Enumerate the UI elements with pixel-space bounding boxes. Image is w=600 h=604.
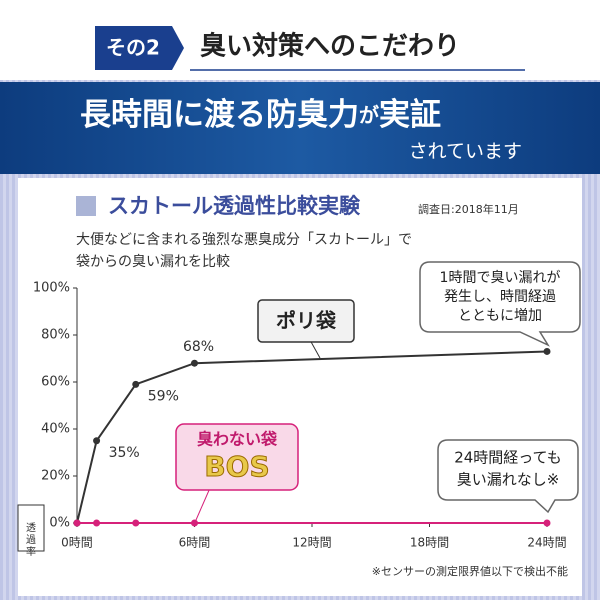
data-point: [73, 519, 81, 527]
y-tick-label: 80%: [41, 328, 70, 343]
description: 袋からの臭い漏れを比較: [76, 254, 230, 270]
header-title: 臭い対策へのこだわり: [200, 31, 460, 62]
series-label: ポリ袋: [276, 309, 337, 333]
callout-text: 発生し、時間経過: [444, 289, 556, 305]
badge: [95, 26, 184, 70]
y-axis-label-char: 透: [26, 522, 36, 534]
callout-bubble: [437, 439, 579, 514]
series-label: 臭わない袋: [197, 430, 278, 449]
series-label-box: [175, 423, 299, 491]
y-axis-label-char: 過: [26, 534, 36, 546]
data-point: [191, 519, 198, 527]
footnote: ※センサーの測定限界値以下で検出不能: [372, 564, 568, 578]
y-tick-label: 20%: [41, 469, 70, 484]
callout-leader: [195, 487, 211, 521]
x-tick-label: 24時間: [527, 536, 566, 550]
x-tick-label: 18時間: [410, 536, 449, 550]
y-axis-label-char: 率: [26, 545, 36, 558]
banner-particle: が: [359, 103, 379, 127]
data-point: [132, 519, 140, 527]
badge-text: その2: [106, 36, 160, 60]
callout-text: 1時間で臭い漏れが: [440, 270, 561, 286]
callout-text: 24時間経っても: [454, 449, 562, 467]
data-label: 35%: [109, 445, 140, 461]
y-tick-label: 0%: [49, 516, 70, 531]
data-point: [132, 380, 140, 388]
data-label: 68%: [183, 339, 214, 355]
panel: [18, 178, 582, 596]
y-axis-label: 透過率: [26, 522, 36, 558]
banner-main: 長時間に渡る防臭力が実証: [80, 97, 441, 133]
data-point: [543, 347, 551, 355]
data-point: [543, 519, 551, 527]
data-point: [191, 359, 198, 367]
callout-bubble: [419, 261, 581, 347]
data-label: 59%: [148, 388, 179, 404]
callout-text: とともに増加: [458, 308, 542, 324]
title-square: [76, 196, 96, 216]
x-tick-label: 0時間: [61, 536, 93, 550]
banner-main-text: 長時間に渡る防臭力: [80, 97, 359, 133]
data-point: [93, 437, 101, 445]
banner-sub: されています: [409, 141, 522, 163]
callout-leader: [309, 339, 321, 359]
y-tick-label: 40%: [41, 422, 70, 437]
banner-tail: 実証: [379, 97, 441, 133]
callout-text: 臭い漏れなし※: [457, 471, 560, 489]
x-tick-label: 12時間: [292, 536, 331, 550]
banner: [0, 82, 600, 174]
brand-logo: BOS: [204, 450, 269, 483]
chart-title: スカトール透過性比較実験: [108, 194, 361, 218]
chart-date: 調査日:2018年11月: [418, 202, 519, 216]
series-label-box: [257, 299, 355, 343]
y-tick-label: 60%: [41, 375, 70, 390]
description: 大便などに含まれる強烈な悪臭成分「スカトール」で: [76, 232, 412, 248]
y-tick-label: 100%: [33, 281, 70, 296]
y-label-box: [17, 504, 45, 552]
x-tick-label: 6時間: [179, 536, 211, 550]
data-point: [93, 519, 101, 527]
